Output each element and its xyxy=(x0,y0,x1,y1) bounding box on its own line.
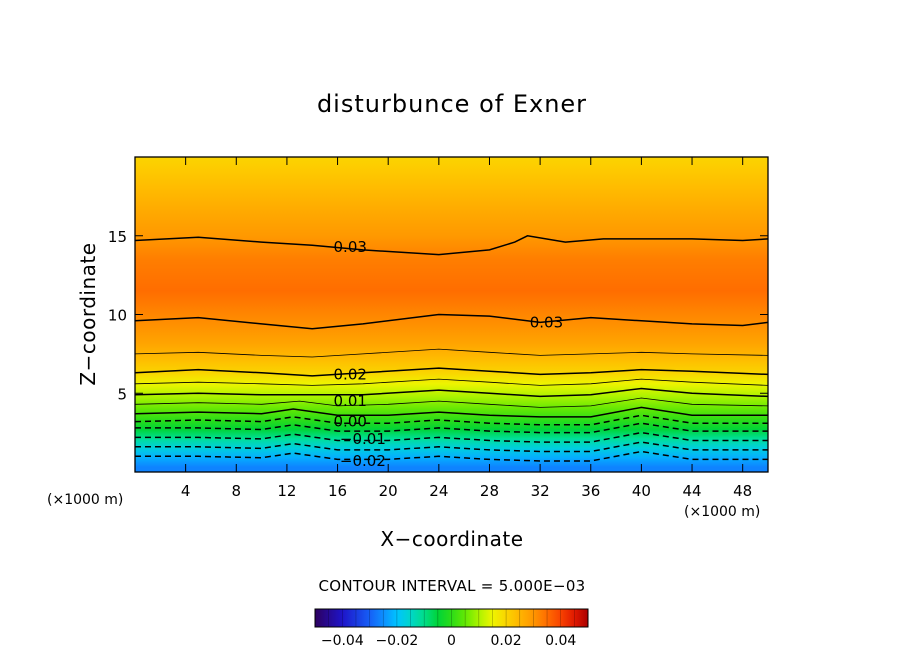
colorbar-tick-label: −0.04 xyxy=(321,633,364,649)
contour-label: 0.01 xyxy=(334,392,367,410)
x-tick-label: 8 xyxy=(232,482,242,500)
x-tick-label: 16 xyxy=(328,482,347,500)
x-tick-label: 36 xyxy=(581,482,600,500)
contour-labels: 0.03 0.03 0.02 0.01 0.00−0.01 −0.02 xyxy=(334,238,564,470)
x-tick-label: 40 xyxy=(632,482,651,500)
x-tick-label: 12 xyxy=(277,482,296,500)
contour-label: 0.03 xyxy=(530,313,563,331)
contour-label: 0.00 xyxy=(334,413,367,431)
contour-line xyxy=(135,387,768,398)
contour-label: 0.03 xyxy=(334,238,367,256)
contour-line xyxy=(135,422,768,434)
colorbar-tick-label: 0.04 xyxy=(545,633,576,649)
colorbar-fill xyxy=(315,609,588,627)
x-ticks: 4 8 12 16 20 24 28 32 36 40 44 48 xyxy=(181,157,752,500)
x-tick-label: 28 xyxy=(480,482,499,500)
x-tick-label: 24 xyxy=(429,482,448,500)
y-tick-label: 15 xyxy=(108,228,127,246)
x-tick-label: 20 xyxy=(379,482,398,500)
colorbar-tick-label: 0 xyxy=(447,633,456,649)
y-unit-label: (×1000 m) xyxy=(47,492,123,508)
contour-lines xyxy=(135,235,768,462)
contour-line xyxy=(135,378,768,386)
colorbar-frame xyxy=(314,608,589,628)
y-ticks: 5 10 15 xyxy=(108,228,768,403)
colorbar-ticks: −0.04 −0.02 0 0.02 0.04 xyxy=(321,633,577,649)
y-tick-label: 10 xyxy=(108,307,127,325)
colorbar-tick-label: 0.02 xyxy=(491,633,522,649)
contour-line xyxy=(135,397,768,408)
x-tick-label: 48 xyxy=(733,482,752,500)
contour-label: −0.02 xyxy=(340,452,386,470)
colorbar-stripes xyxy=(328,609,575,627)
contour-line xyxy=(135,406,768,418)
contour-line xyxy=(135,450,768,462)
chart-title: disturbunce of Exner xyxy=(317,90,587,118)
x-unit-label: (×1000 m) xyxy=(684,504,760,520)
contour-line xyxy=(135,414,768,426)
x-tick-label: 32 xyxy=(531,482,550,500)
x-axis-title: X−coordinate xyxy=(380,527,523,551)
contour-line xyxy=(135,367,768,377)
contour-line xyxy=(135,313,768,330)
x-tick-label: 44 xyxy=(682,482,701,500)
contour-interval-text: CONTOUR INTERVAL = 5.000E−03 xyxy=(318,577,585,595)
contour-line xyxy=(135,431,768,443)
colorbar: −0.04 −0.02 0 0.02 0.04 xyxy=(314,608,589,649)
contour-label: 0.02 xyxy=(334,365,367,383)
contour-label: −0.01 xyxy=(340,430,386,448)
x-tick-label: 4 xyxy=(181,482,191,500)
contour-line xyxy=(135,348,768,358)
colorbar-tick-label: −0.02 xyxy=(375,633,418,649)
y-axis-title: Z−coordinate xyxy=(76,242,100,385)
y-tick-label: 5 xyxy=(117,385,127,403)
contour-line xyxy=(135,441,768,453)
plot-area: 0.030.030.020.010.00−0.01−0.02 4 8 12 16 20 2… xyxy=(108,156,769,500)
contour-line xyxy=(135,235,768,256)
